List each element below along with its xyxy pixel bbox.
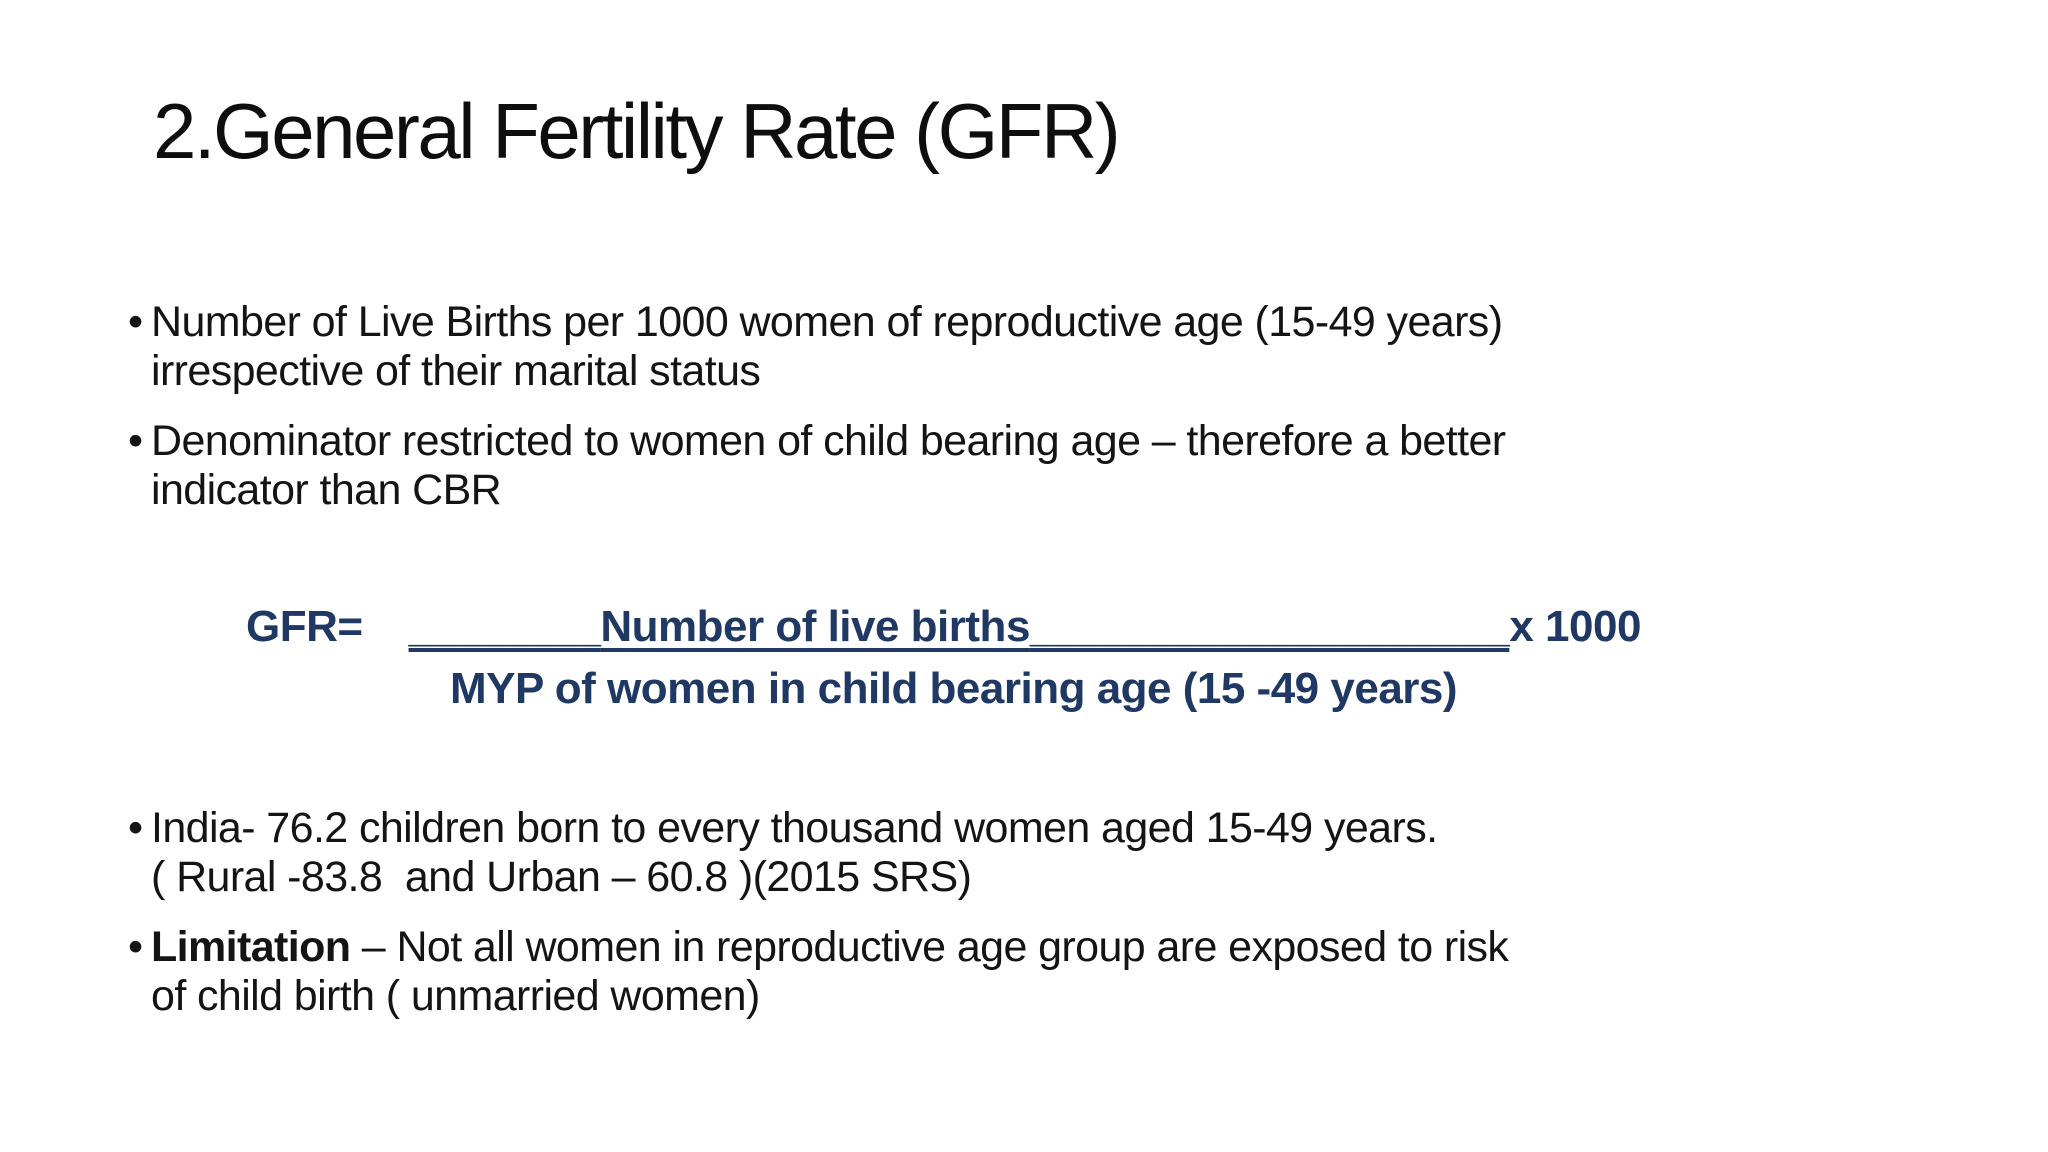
gfr-formula: GFR= ________Number of live births_______… xyxy=(246,601,1641,714)
formula-underscores-pre: ________ xyxy=(408,602,601,651)
bullet-item-definition: Number of Live Births per 1000 women of … xyxy=(128,298,1505,395)
formula-numerator-segment: ________Number of live births___________… xyxy=(409,602,1510,651)
bullet-text: Number of Live Births per 1000 women of … xyxy=(151,298,1503,395)
formula-lhs: GFR= xyxy=(246,602,363,651)
bullet-item-limitation: Limitation – Not all women in reproducti… xyxy=(128,923,1509,1020)
formula-multiplier: x 1000 xyxy=(1509,602,1641,651)
bullet-list-top: Number of Live Births per 1000 women of … xyxy=(128,298,1506,536)
bullet-lead-bold: Limitation xyxy=(151,923,351,972)
formula-underscores-post: ____________________ xyxy=(1029,602,1510,651)
bullet-text: Denominator restricted to women of child… xyxy=(151,417,1506,514)
bullet-list-bottom: India- 76.2 children born to every thous… xyxy=(128,804,1509,1042)
bullet-item-india-stats: India- 76.2 children born to every thous… xyxy=(128,804,1508,901)
slide-title: 2.General Fertility Rate (GFR) xyxy=(153,87,1121,175)
bullet-item-denominator: Denominator restricted to women of child… xyxy=(128,417,1506,514)
formula-denominator: MYP of women in child bearing age (15 -4… xyxy=(450,664,1458,714)
bullet-text: India- 76.2 children born to every thous… xyxy=(151,804,1438,901)
formula-numerator-label: Number of live births xyxy=(600,602,1030,651)
formula-line-numerator: GFR= ________Number of live births_______… xyxy=(246,601,1641,652)
bullet-text: – Not all women in reproductive age grou… xyxy=(151,923,1509,1020)
